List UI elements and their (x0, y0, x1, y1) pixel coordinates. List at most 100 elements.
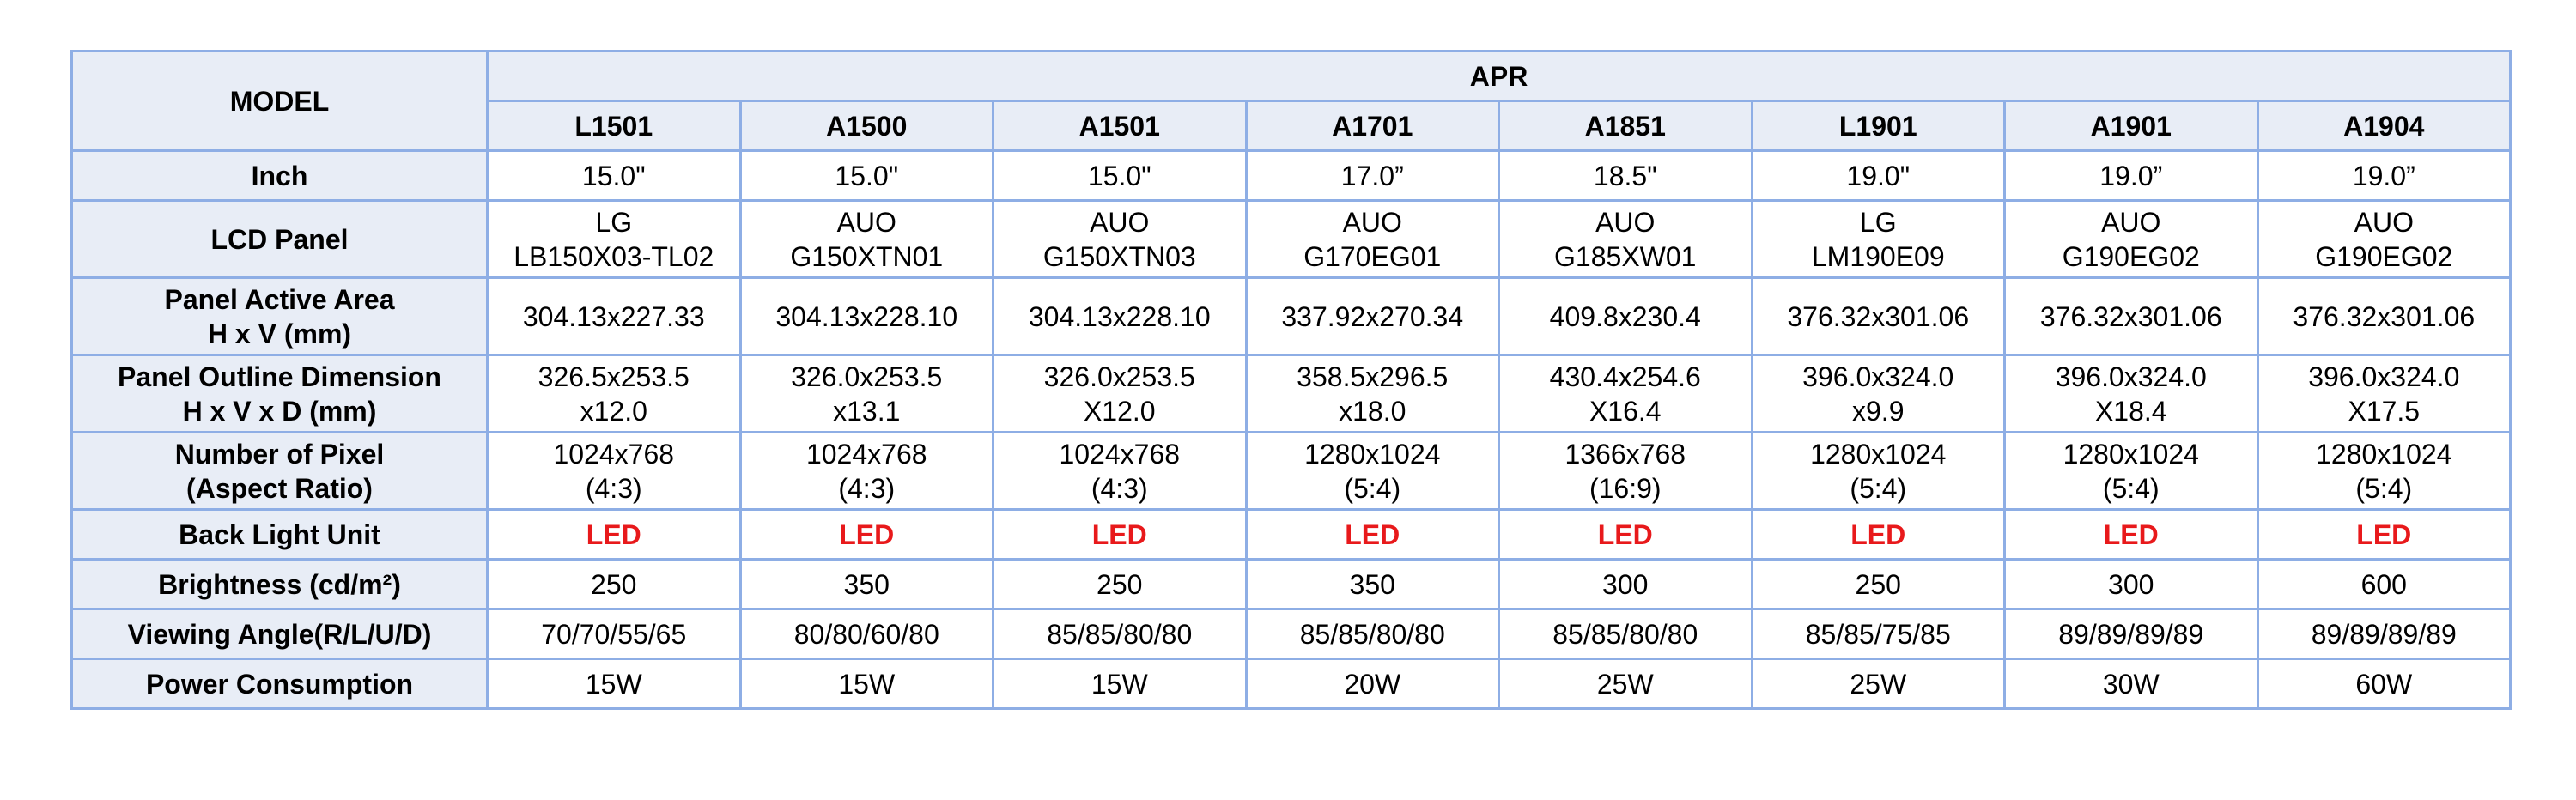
value-cell: 396.0x324.0 X18.4 (2003, 354, 2259, 433)
value-cell: 1280x1024 (5:4) (1750, 431, 2006, 511)
value-line: 396.0x324.0 (1802, 361, 1954, 392)
value-cell: 15.0" (486, 149, 742, 202)
value-line: AUO (1595, 206, 1656, 238)
value-cell: 15W (486, 658, 742, 710)
value-line: 1024x768 (553, 438, 675, 470)
model-header: MODEL (70, 50, 489, 152)
value-cell: 70/70/55/65 (486, 608, 742, 660)
value-cell: 396.0x324.0 x9.9 (1750, 354, 2006, 433)
value-cell: 600 (2256, 558, 2512, 610)
value-cell: 1024x768 (4:3) (486, 431, 742, 511)
model-name: A1501 (992, 100, 1248, 152)
value-line: (16:9) (1589, 472, 1662, 504)
value-line: AUO (2101, 206, 2161, 238)
value-line: 358.5x296.5 (1297, 361, 1449, 392)
value-cell: 19.0" (1750, 149, 2006, 202)
value-line: 326.0x253.5 (1043, 361, 1195, 392)
value-cell: 25W (1750, 658, 2006, 710)
value-cell: 300 (2003, 558, 2259, 610)
value-line: X16.4 (1589, 395, 1662, 427)
value-cell: 1024x768 (4:3) (738, 431, 994, 511)
value-cell: LED (2003, 508, 2259, 561)
value-cell: 60W (2256, 658, 2512, 710)
value-line: x18.0 (1339, 395, 1406, 427)
value-cell: LG LM190E09 (1750, 199, 2006, 279)
value-cell: 326.0x253.5 x13.1 (738, 354, 994, 433)
value-cell: 396.0x324.0 X17.5 (2256, 354, 2512, 433)
value-cell: 376.32x301.06 (2003, 276, 2259, 356)
value-line: LG (1859, 206, 1897, 238)
row-label: LCD Panel (70, 199, 489, 279)
row-label: Panel Outline Dimension H x V x D (mm) (70, 354, 489, 433)
value-cell: 15W (738, 658, 994, 710)
value-cell: 376.32x301.06 (2256, 276, 2512, 356)
value-line: (5:4) (2102, 472, 2160, 504)
value-line: 1024x768 (1059, 438, 1181, 470)
value-cell: 15.0" (738, 149, 994, 202)
value-line: 396.0x324.0 (2308, 361, 2460, 392)
value-cell: LED (738, 508, 994, 561)
row-label: Back Light Unit (70, 508, 489, 561)
header-row-group: MODEL APR (70, 50, 2512, 152)
value-line: 1280x1024 (2316, 438, 2452, 470)
row-label-line: Panel Outline Dimension (118, 361, 441, 392)
value-line: LM190E09 (1811, 240, 1945, 272)
row-back-light-unit: Back Light Unit LED LED LED LED LED LED LED LED (70, 508, 2512, 561)
value-line: 326.5x253.5 (538, 361, 690, 392)
row-label-line: Panel Active Area (164, 283, 395, 315)
value-line: AUO (1090, 206, 1150, 238)
value-line: LG (595, 206, 633, 238)
value-cell: 19.0” (2256, 149, 2512, 202)
header-row-models: L1501 A1500 A1501 A1701 A1851 L1901 A190… (72, 100, 2512, 152)
value-cell: 20W (1244, 658, 1500, 710)
value-cell: 1280x1024 (5:4) (2003, 431, 2259, 511)
value-line: 1280x1024 (1810, 438, 1947, 470)
row-label: Brightness (cd/m²) (70, 558, 489, 610)
value-line: LB150X03-TL02 (513, 240, 714, 272)
value-line: G190EG02 (2315, 240, 2453, 272)
value-cell: 19.0” (2003, 149, 2259, 202)
row-label-line: (Aspect Ratio) (186, 472, 373, 504)
value-cell: 85/85/80/80 (992, 608, 1248, 660)
value-cell: 326.0x253.5 X12.0 (992, 354, 1248, 433)
value-cell: 250 (992, 558, 1248, 610)
value-cell: LED (1498, 508, 1753, 561)
value-cell: AUO G170EG01 (1244, 199, 1500, 279)
value-cell: LED (1244, 508, 1500, 561)
value-cell: LED (486, 508, 742, 561)
value-line: AUO (836, 206, 896, 238)
value-line: AUO (1342, 206, 1402, 238)
model-name: L1901 (1750, 100, 2006, 152)
row-label: Number of Pixel (Aspect Ratio) (70, 431, 489, 511)
value-cell: 250 (486, 558, 742, 610)
value-cell: LED (2256, 508, 2512, 561)
value-line: G190EG02 (2062, 240, 2200, 272)
value-cell: 304.13x227.33 (486, 276, 742, 356)
row-viewing-angle: Viewing Angle(R/L/U/D) 70/70/55/65 80/80/6… (70, 608, 2512, 660)
row-number-of-pixel: Number of Pixel (Aspect Ratio) 1024x768 (4:… (70, 431, 2512, 511)
value-cell: 1024x768 (4:3) (992, 431, 1248, 511)
value-cell: 89/89/89/89 (2003, 608, 2259, 660)
model-name: A1901 (2003, 100, 2259, 152)
value-cell: 85/85/80/80 (1498, 608, 1753, 660)
value-cell: LED (992, 508, 1248, 561)
row-label-line: H x V (mm) (207, 318, 352, 349)
value-line: x13.1 (833, 395, 901, 427)
value-cell: 250 (1750, 558, 2006, 610)
value-line: x12.0 (580, 395, 647, 427)
value-line: x9.9 (1852, 395, 1905, 427)
value-cell: 326.5x253.5 x12.0 (486, 354, 742, 433)
spec-table: MODEL APR L1501 A1500 A1501 A1701 A1851 … (70, 50, 2512, 710)
value-line: 1280x1024 (1304, 438, 1441, 470)
value-line: G170EG01 (1303, 240, 1442, 272)
value-cell: 1280x1024 (5:4) (1244, 431, 1500, 511)
model-name: A1500 (738, 100, 994, 152)
value-cell: AUO G150XTN03 (992, 199, 1248, 279)
value-cell: 15.0" (992, 149, 1248, 202)
value-line: (5:4) (1344, 472, 1401, 504)
value-line: G150XTN01 (790, 240, 944, 272)
value-cell: 25W (1498, 658, 1753, 710)
value-line: G185XW01 (1554, 240, 1697, 272)
value-cell: 1366x768 (16:9) (1498, 431, 1753, 511)
value-line: (4:3) (1091, 472, 1148, 504)
